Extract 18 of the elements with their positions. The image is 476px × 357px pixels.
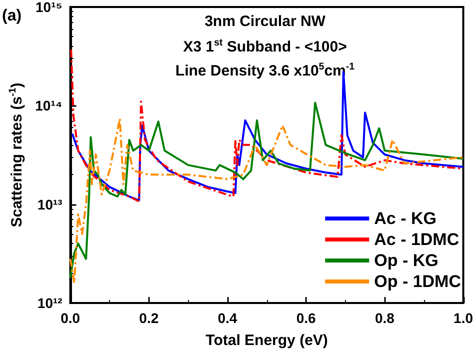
x-tick-label: 0.0 (60, 310, 80, 326)
y-tick-label: 10¹⁵ (35, 0, 62, 15)
y-tick-label: 10¹⁴ (35, 98, 62, 114)
x-tick-label: 0.2 (139, 310, 159, 326)
chart-title: 3nm Circular NW (204, 13, 326, 30)
y-axis-title: Scattering rates (s-1) (8, 82, 26, 228)
x-tick-label: 0.6 (296, 310, 316, 326)
legend-label: Ac - KG (374, 209, 436, 228)
x-tick-label: 0.4 (218, 310, 238, 326)
x-tick-label: 1.0 (454, 310, 474, 326)
x-tick-label: 0.8 (374, 310, 395, 326)
legend-label: Op - 1DMC (374, 272, 462, 291)
y-tick-label: 10¹³ (37, 196, 63, 212)
legend-label: Op - KG (374, 251, 438, 270)
legend-label: Ac - 1DMC (374, 230, 460, 249)
text: (a) (2, 8, 22, 24)
y-tick-label: 10¹² (37, 295, 63, 311)
x-axis-title: Total Energy (eV) (206, 332, 328, 349)
